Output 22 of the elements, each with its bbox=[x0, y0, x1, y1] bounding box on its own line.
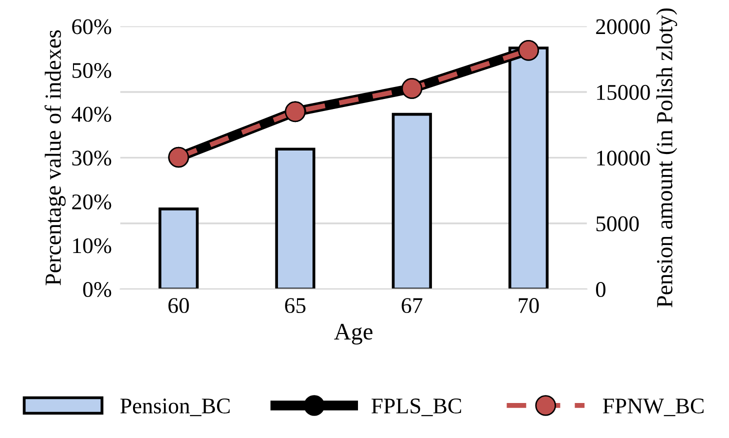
y-tick-label: 30% bbox=[72, 150, 112, 166]
legend-label: FPLS_BC bbox=[372, 398, 462, 416]
x-axis-title: Age bbox=[334, 324, 372, 345]
y-tick-label: 50% bbox=[72, 63, 112, 78]
x-tick-label: 65 bbox=[285, 298, 306, 314]
legend-label: Pension_BC bbox=[120, 398, 230, 416]
y2-axis-title: Pension amount (in Polish zloty) bbox=[656, 8, 678, 308]
x-tick-label: 60 bbox=[168, 298, 189, 314]
y-tick-label: 20% bbox=[72, 194, 112, 210]
y-axis-title: Percentage value of indexes bbox=[44, 30, 66, 286]
y-tick-label: 40% bbox=[72, 106, 112, 122]
y2-tick-label: 20000 bbox=[596, 19, 650, 34]
legend-label: FPNW_BC bbox=[602, 398, 704, 416]
y2-tick-label: 5000 bbox=[596, 216, 639, 232]
y2-tick-label: 10000 bbox=[597, 150, 650, 166]
x-tick-label: 70 bbox=[518, 298, 539, 314]
y2-tick-label: 15000 bbox=[597, 84, 650, 100]
y-tick-label: 60% bbox=[72, 19, 112, 34]
y-tick-label: 0% bbox=[83, 282, 112, 298]
x-tick-label: 67 bbox=[402, 298, 422, 314]
y-tick-label: 10% bbox=[73, 238, 112, 254]
y2-tick-label: 0 bbox=[596, 282, 606, 298]
